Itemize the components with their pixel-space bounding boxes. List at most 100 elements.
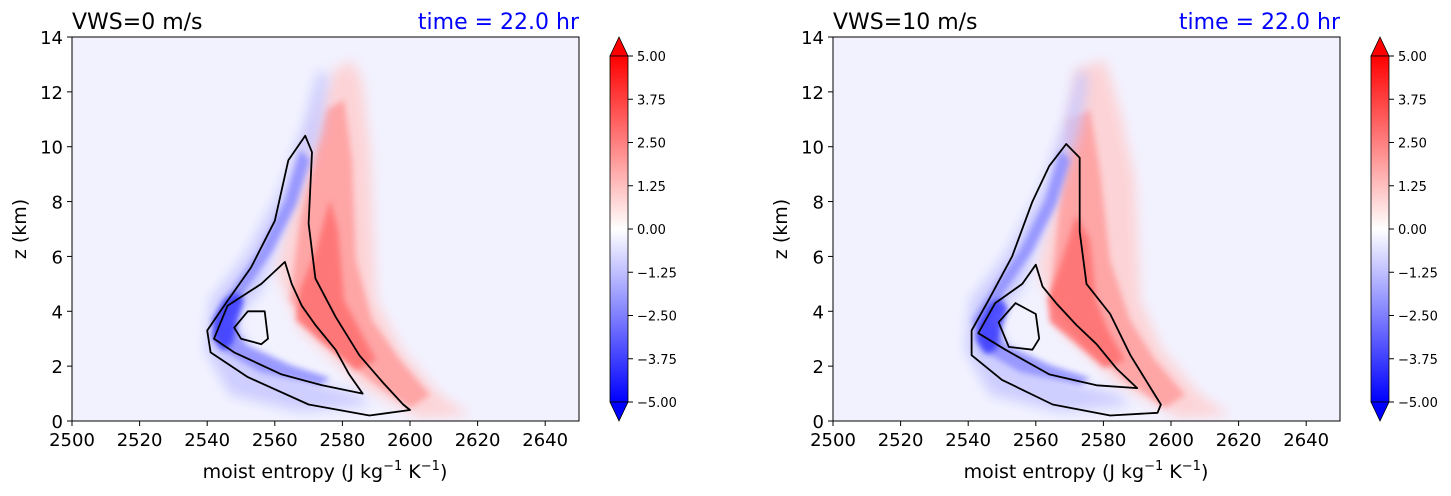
title-right: time = 22.0 hr (418, 10, 580, 35)
x-axis-label-exp2: −1 (421, 459, 440, 474)
x-axis-label-exp1: −1 (1144, 459, 1163, 474)
colorbar-tick-label: −2.50 (637, 310, 677, 325)
contour-line (206, 134, 411, 417)
x-axis-label-end: ) (1201, 461, 1208, 483)
contourf-field (205, 60, 470, 418)
contour-lines (970, 143, 1162, 417)
contour-line (970, 143, 1162, 417)
colorbar-extend-min (1370, 401, 1390, 422)
plot-frame (832, 36, 1341, 422)
x-axis-label-mid: K (1163, 461, 1182, 483)
negative-region-core (976, 298, 1008, 354)
colorbar-tick-label: −1.25 (637, 266, 677, 281)
colorbar-tick-label: −2.50 (1398, 310, 1438, 325)
y-tick-label: 0 (813, 412, 824, 433)
colorbar-tick-label: 0.00 (637, 223, 666, 238)
y-tick-label: 12 (40, 83, 63, 104)
y-tick-label: 12 (801, 83, 824, 104)
x-tick-label: 2540 (184, 430, 230, 451)
panel-vws-0: 2500 2520 2540 2560 2580 2600 2620 2640 0 2 4 6 8 10… (9, 10, 677, 483)
y-tick-label: 2 (52, 357, 63, 378)
y-axis: 0 2 4 6 8 10 12 14 (40, 28, 72, 433)
x-tick-label: 2560 (1013, 430, 1059, 451)
colorbar-tick-label: 2.50 (1398, 137, 1427, 152)
x-tick-label: 2500 (49, 430, 95, 451)
colorbar-tick-label: 1.25 (637, 180, 666, 195)
colorbar-tick-label: 3.75 (637, 93, 666, 108)
x-tick-label: 2520 (117, 430, 163, 451)
x-axis-label: moist entropy (J kg−1 K−1) (203, 459, 448, 483)
colorbar-extend-max (609, 36, 629, 57)
colorbar-tick-label: 0.00 (1398, 223, 1427, 238)
colorbar-tick-label: 5.00 (1398, 50, 1427, 65)
x-axis-label-end: ) (440, 461, 447, 483)
x-axis-label-exp2: −1 (1182, 459, 1201, 474)
x-axis-label: moist entropy (J kg−1 K−1) (964, 459, 1209, 483)
title-left: VWS=10 m/s (833, 10, 978, 35)
negative-region-outer (965, 70, 1130, 412)
colorbar-tick-label: 3.75 (1398, 93, 1427, 108)
positive-region-core (296, 200, 376, 370)
y-axis: 0 2 4 6 8 10 12 14 (801, 28, 833, 433)
plot-frame (71, 36, 580, 422)
x-axis: 2500 2520 2540 2560 2580 2600 2620 2640 (49, 421, 568, 451)
x-tick-label: 2600 (387, 430, 433, 451)
negative-region-outer (205, 70, 370, 412)
x-tick-label: 2640 (1283, 430, 1329, 451)
colorbar-tick-label: −3.75 (1398, 353, 1438, 368)
colorbar-body (609, 55, 629, 403)
colorbar-tick-label: −3.75 (637, 353, 677, 368)
y-tick-label: 10 (40, 138, 63, 159)
colorbar-tick-label: 2.50 (637, 137, 666, 152)
colorbar-ticks: 5.00 3.75 2.50 1.25 0.00 −1.25 −2.50 −3.75 −5.00 (1389, 50, 1438, 411)
colorbar-extend-min (609, 401, 629, 422)
x-tick-label: 2520 (878, 430, 924, 451)
colorbar-extend-max (1370, 36, 1390, 57)
x-axis-label-mid: K (402, 461, 421, 483)
y-tick-label: 0 (52, 412, 63, 433)
x-tick-label: 2620 (1216, 430, 1262, 451)
y-tick-label: 14 (40, 28, 63, 49)
y-tick-label: 6 (52, 247, 63, 268)
title-right: time = 22.0 hr (1179, 10, 1341, 35)
contourf-field (965, 60, 1230, 418)
positive-region-core (1048, 215, 1125, 368)
y-tick-label: 6 (813, 247, 824, 268)
contour-line (977, 263, 1139, 389)
panel-vws-10: 2500 2520 2540 2560 2580 2600 2620 2640 0 2 4 6 8 10… (770, 10, 1438, 483)
title-left: VWS=0 m/s (72, 10, 203, 35)
y-tick-label: 8 (813, 193, 824, 214)
colorbar-body (1370, 55, 1390, 403)
y-axis-label: z (km) (9, 199, 31, 259)
x-tick-label: 2580 (1080, 430, 1126, 451)
x-tick-label: 2500 (810, 430, 856, 451)
x-tick-label: 2600 (1148, 430, 1194, 451)
x-tick-label: 2620 (455, 430, 501, 451)
colorbar-tick-label: −5.00 (1398, 396, 1438, 411)
colorbar-ticks: 5.00 3.75 2.50 1.25 0.00 −1.25 −2.50 −3.75 −5.00 (628, 50, 677, 411)
y-tick-label: 4 (813, 302, 824, 323)
x-tick-label: 2560 (252, 430, 298, 451)
contour-lines (206, 134, 411, 417)
y-tick-label: 14 (801, 28, 824, 49)
y-tick-label: 2 (813, 357, 824, 378)
colorbar: 5.00 3.75 2.50 1.25 0.00 −1.25 −2.50 −3.75 −5.00 (609, 36, 677, 422)
negative-region-core (212, 292, 244, 350)
colorbar-tick-label: −1.25 (1398, 266, 1438, 281)
y-axis-label: z (km) (770, 199, 792, 259)
y-tick-label: 4 (52, 302, 63, 323)
colorbar-tick-label: 1.25 (1398, 180, 1427, 195)
x-axis: 2500 2520 2540 2560 2580 2600 2620 2640 (810, 421, 1329, 451)
y-tick-label: 10 (801, 138, 824, 159)
contour-line (213, 261, 364, 395)
x-tick-label: 2640 (522, 430, 568, 451)
colorbar-tick-label: 5.00 (637, 50, 666, 65)
x-axis-label-exp1: −1 (383, 459, 402, 474)
y-tick-label: 8 (52, 193, 63, 214)
contour-line (233, 310, 269, 346)
x-tick-label: 2540 (945, 430, 991, 451)
colorbar-tick-label: −5.00 (637, 396, 677, 411)
contour-line (997, 302, 1041, 351)
x-tick-label: 2580 (319, 430, 365, 451)
